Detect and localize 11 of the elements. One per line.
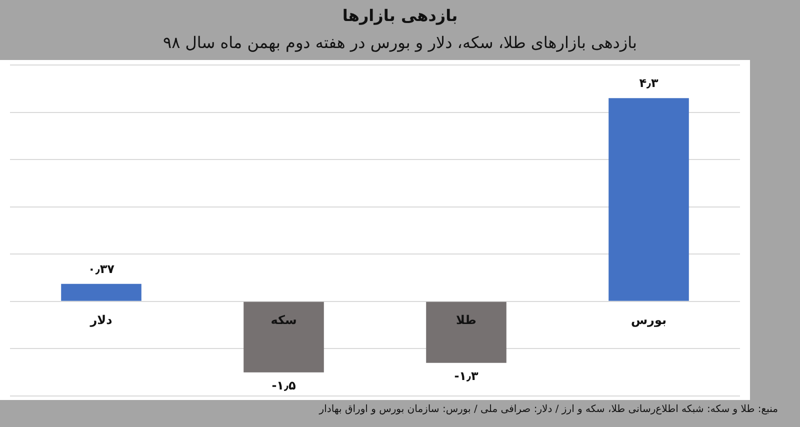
x-tick-label: دلار: [89, 312, 112, 327]
chart-subtitle: بازدهی بازارهای طلا، سکه، دلار و بورس در هفته دوم بهمن ماه سال ۹۸: [162, 33, 638, 52]
x-tick-label: بورس: [631, 312, 666, 327]
x-tick-label: طلا: [456, 312, 476, 327]
x-tick-label: سکه: [270, 312, 297, 327]
data-label: ۴٫۳: [639, 76, 659, 90]
data-label: -۱٫۳: [454, 369, 479, 384]
data-label: -۱٫۵: [272, 378, 296, 392]
data-label: ۰٫۳۷: [88, 262, 116, 276]
text: منبع: طلا و سکه: شبکه اطلاع‌رسانی طلا، سکه و ارز / دلار: صرافی ملی / بورس: سازمان بورس و اوراق بهادار: [319, 404, 778, 415]
chart-title: بازدهی بازارها: [341, 6, 459, 25]
